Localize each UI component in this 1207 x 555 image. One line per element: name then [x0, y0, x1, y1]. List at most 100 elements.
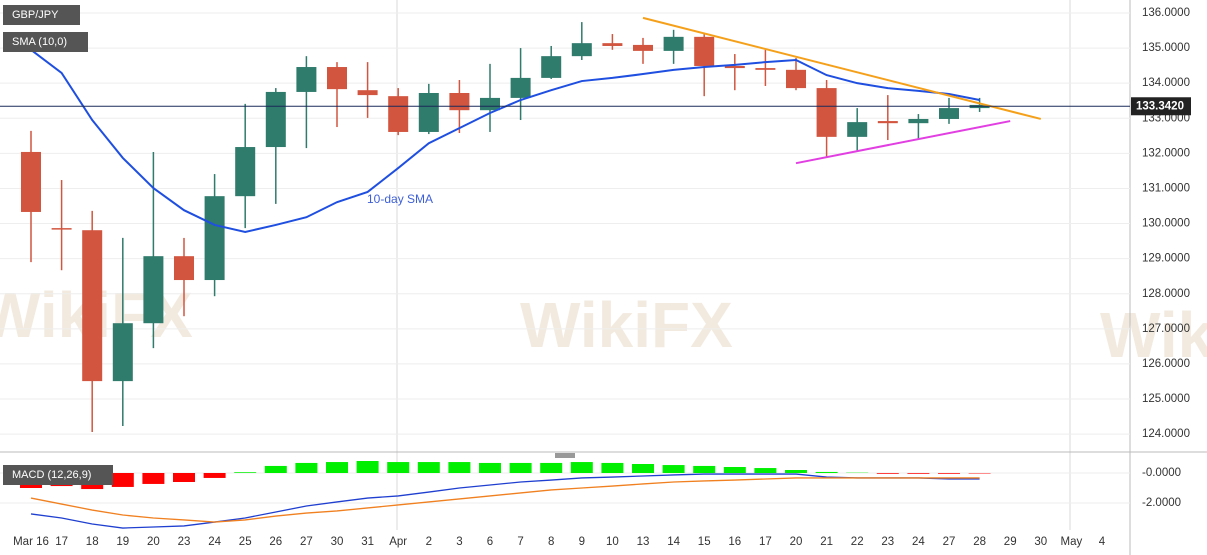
candle-body	[235, 147, 256, 197]
watermark: WikiFX	[520, 289, 733, 361]
histogram-bar	[754, 468, 777, 473]
x-tick-label: 10	[606, 536, 619, 548]
candle-body	[816, 88, 837, 137]
legend-box	[3, 5, 80, 25]
histogram-bar	[570, 462, 593, 473]
last-price-box	[1131, 97, 1191, 116]
y-tick-label: 134.0000	[1142, 77, 1190, 89]
candle-body	[174, 256, 194, 281]
x-tick-label: 8	[548, 536, 554, 548]
legend-entry: SMA (10,0)	[12, 36, 67, 48]
candle-body	[908, 118, 929, 124]
x-tick-label: 26	[269, 536, 282, 548]
histogram-bar	[295, 462, 318, 473]
histogram-bar	[662, 465, 685, 473]
x-tick-label: 21	[820, 536, 833, 548]
x-tick-label: 18	[86, 536, 99, 548]
y-tick-label: 130.0000	[1142, 218, 1190, 230]
histogram-bar	[907, 473, 930, 474]
candle-body	[694, 36, 715, 66]
x-tick-label: 3	[456, 536, 462, 548]
macd-line	[30, 477, 980, 523]
histogram-bar	[785, 470, 807, 473]
y-tick-label: 128.0000	[1142, 288, 1190, 300]
x-tick-label: 22	[851, 536, 864, 548]
candle-body	[327, 67, 347, 90]
y-tick-label: 127.0000	[1142, 323, 1190, 335]
histogram-bar	[632, 464, 654, 473]
x-tick-label: 17	[55, 536, 68, 548]
x-tick-label: 2	[426, 536, 432, 548]
macd-title: MACD (12,26,9)	[12, 469, 91, 481]
candle-body	[541, 56, 562, 78]
histogram-bar	[601, 462, 624, 473]
x-tick-label: 30	[1034, 536, 1047, 548]
x-tick-label: 24	[912, 536, 925, 548]
y-tick-label: 132.0000	[1142, 147, 1190, 159]
candle-body	[724, 65, 745, 69]
y-tick-label: 135.0000	[1142, 42, 1190, 54]
x-tick-label: 14	[667, 536, 680, 548]
candle-body	[510, 77, 531, 98]
candle-body	[418, 92, 439, 132]
x-tick-label: 13	[637, 536, 650, 548]
x-tick-label: 23	[178, 536, 191, 548]
candle-body	[51, 228, 72, 230]
x-tick-label: May	[1061, 536, 1083, 548]
trendline	[642, 16, 1042, 120]
macd-line	[30, 473, 980, 529]
histogram-bar	[417, 462, 440, 473]
y-tick-label: -2.0000	[1142, 497, 1181, 509]
histogram-bar	[509, 462, 532, 473]
candle-body	[296, 67, 317, 92]
x-tick-label: 9	[579, 536, 585, 548]
candle-body	[143, 256, 164, 324]
histogram-bar	[142, 473, 165, 484]
plot-area	[0, 0, 1130, 452]
watermark: WikiFX	[1100, 299, 1207, 371]
x-tick-label: 19	[116, 536, 129, 548]
candle-body	[602, 43, 623, 46]
panel-handle[interactable]	[555, 453, 575, 458]
histogram-bar	[234, 472, 257, 473]
x-tick-label: 28	[973, 536, 986, 548]
candle-body	[388, 96, 409, 132]
y-tick-label: 129.0000	[1142, 253, 1190, 265]
histogram-bar	[815, 471, 838, 473]
annotation: 10-day SMA	[367, 192, 433, 206]
histogram-bar	[448, 462, 471, 473]
legend-box	[3, 465, 113, 485]
candle-body	[21, 151, 41, 212]
candle-body	[112, 323, 133, 382]
x-tick-label: 15	[698, 536, 711, 548]
x-tick-label: 17	[759, 536, 772, 548]
candle-body	[480, 97, 500, 111]
x-tick-label: Apr	[389, 536, 407, 548]
histogram-bar	[723, 467, 746, 473]
y-tick-label: 136.0000	[1142, 7, 1190, 19]
candle-body	[633, 44, 653, 51]
histogram-bar	[479, 462, 501, 473]
last-price-label: 133.3420	[1136, 100, 1184, 112]
candle-body	[204, 196, 225, 281]
histogram-bar	[111, 473, 134, 487]
candle-body	[939, 108, 959, 119]
y-tick-label: 126.0000	[1142, 358, 1190, 370]
legend-title: GBP/JPY	[12, 9, 59, 21]
candle-body	[877, 121, 898, 124]
y-tick-label: -0.0000	[1142, 467, 1181, 479]
x-tick-label: 16	[728, 536, 741, 548]
marks	[0, 12, 1130, 529]
x-tick-label: 27	[300, 536, 313, 548]
x-tick-label: 6	[487, 536, 493, 548]
histogram-bar	[173, 473, 195, 482]
candle-body	[755, 68, 776, 70]
histogram-bar	[938, 473, 960, 474]
candle-body	[571, 43, 592, 57]
legend-box	[3, 32, 88, 52]
x-tick-label: 23	[881, 536, 894, 548]
histogram-bar	[326, 462, 348, 473]
